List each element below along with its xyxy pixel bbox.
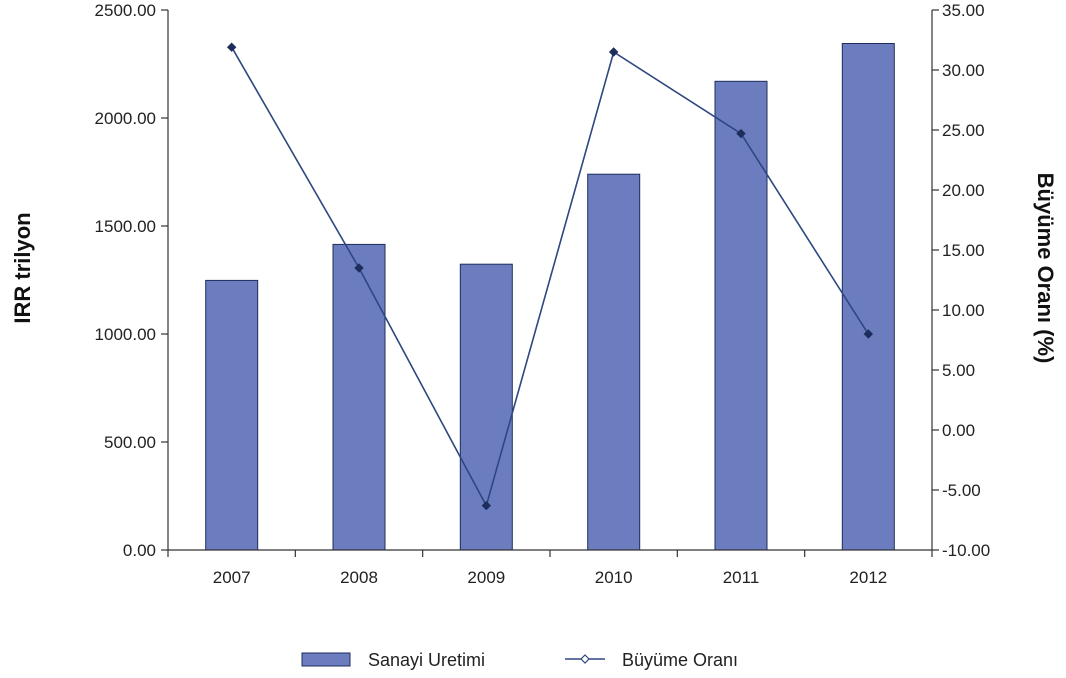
- right-tick-label: 10.00: [942, 301, 985, 320]
- right-tick-label: 0.00: [942, 421, 975, 440]
- left-tick-label: 2000.00: [95, 109, 156, 128]
- legend-bar-label: Sanayi Uretimi: [368, 650, 485, 670]
- right-tick-label: 35.00: [942, 1, 985, 20]
- bars-layer: [205, 43, 895, 551]
- right-tick-label: -10.00: [942, 541, 990, 560]
- legend-line-marker: [580, 654, 590, 664]
- left-tick-label: 1000.00: [95, 325, 156, 344]
- left-tick-label: 0.00: [123, 541, 156, 560]
- bar-2007: [205, 279, 259, 551]
- legend: Sanayi Uretimi Büyüme Oranı: [301, 650, 738, 670]
- x-tick-label-2009: 2009: [467, 568, 505, 587]
- growth-line: [231, 46, 869, 508]
- growth-point-2012: [863, 329, 874, 339]
- labels-layer: 0.00 500.00 1000.00 1500.00 2000.00 2500.00 -1…: [95, 1, 991, 587]
- right-tick-label: -5.00: [942, 481, 981, 500]
- left-tick-label: 1500.00: [95, 217, 156, 236]
- bar-2008: [332, 243, 386, 551]
- x-tick-label-2007: 2007: [213, 568, 251, 587]
- growth-point-2008: [354, 263, 364, 273]
- line-layer: [226, 42, 874, 511]
- bar-2012: [841, 43, 895, 551]
- right-axis-title: Büyüme Oranı (%): [1033, 173, 1058, 364]
- growth-point-2011: [736, 128, 746, 139]
- axes-layer: [161, 9, 939, 557]
- growth-point-2009: [481, 500, 492, 511]
- growth-point-2007: [226, 42, 237, 52]
- x-tick-label-2008: 2008: [340, 568, 378, 587]
- x-tick-label-2010: 2010: [595, 568, 633, 587]
- x-tick-label-2011: 2011: [723, 568, 760, 587]
- bar-2010: [587, 173, 641, 551]
- left-tick-label: 2500.00: [95, 1, 156, 20]
- right-tick-label: 30.00: [942, 61, 985, 80]
- right-tick-label: 5.00: [942, 361, 975, 380]
- right-tick-label: 20.00: [942, 181, 985, 200]
- bar-2011: [714, 80, 768, 551]
- left-axis-title: IRR trilyon: [10, 212, 35, 323]
- left-tick-label: 500.00: [104, 433, 156, 452]
- growth-point-2010: [608, 47, 619, 57]
- right-tick-label: 15.00: [942, 241, 985, 260]
- x-tick-label-2012: 2012: [849, 568, 887, 587]
- legend-line-label: Büyüme Oranı: [622, 650, 738, 670]
- right-tick-label: 25.00: [942, 121, 985, 140]
- legend-bar-swatch: [301, 652, 351, 667]
